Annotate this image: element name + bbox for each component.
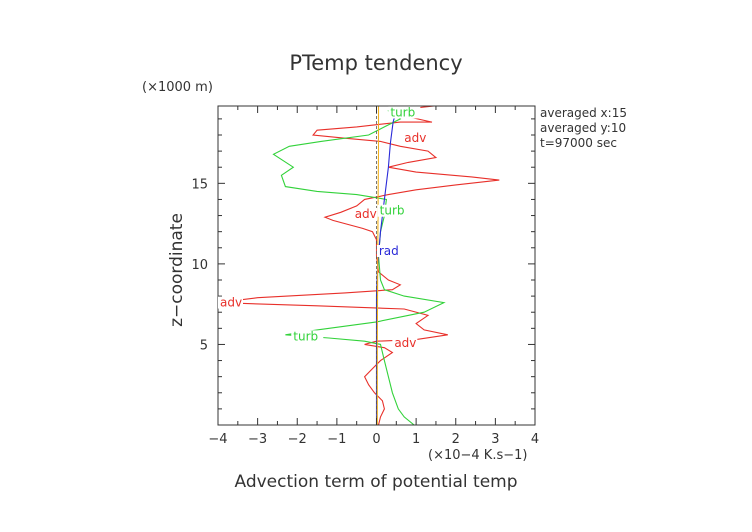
series-label-adv: adv: [404, 131, 426, 145]
info-averaged-y: averaged y:10: [540, 121, 626, 135]
series-label-background: [392, 336, 418, 349]
x-tick-label: 3: [491, 432, 499, 447]
x-axis-unit: (×10−4 K.s−1): [428, 448, 527, 463]
info-averaged-x: averaged x:15: [540, 106, 627, 120]
x-tick-label: 4: [531, 432, 539, 447]
y-tick-label: 10: [191, 258, 208, 273]
y-tick-label: 15: [191, 177, 208, 192]
series-label-background: [376, 245, 402, 257]
x-tick-label: −2: [288, 432, 307, 447]
x-tick-label: 0: [372, 432, 380, 447]
series-label-adv: adv: [220, 296, 242, 310]
series-line-other: [376, 106, 380, 425]
chart-title: PTemp tendency: [289, 51, 462, 75]
series-label-background: [291, 330, 324, 343]
series-label-turb: turb: [293, 329, 318, 343]
x-tick-label: 1: [412, 432, 420, 447]
x-tick-label: −4: [208, 432, 227, 447]
x-axis-label: Advection term of potential temp: [234, 472, 517, 492]
series-label-adv: adv: [355, 207, 377, 221]
series-label-background: [388, 106, 421, 119]
series-label-rad: rad: [379, 244, 399, 258]
series-label-adv: adv: [394, 336, 416, 350]
x-tick-label: −1: [327, 432, 346, 447]
series-label-background: [402, 132, 428, 145]
y-axis-label: z−coordinate: [167, 213, 187, 327]
series-line-turb: [272, 106, 446, 425]
series-line-adv: [218, 106, 500, 425]
y-axis-unit: (×1000 m): [142, 80, 213, 95]
info-time: t=97000 sec: [540, 136, 617, 150]
x-tick-label: −3: [248, 432, 267, 447]
x-tick-label: 2: [452, 432, 460, 447]
series-label-background: [377, 204, 410, 217]
series-label-background: [352, 207, 378, 220]
series-label-turb: turb: [390, 105, 415, 119]
series-label-turb: turb: [380, 204, 405, 218]
series-label-background: [218, 296, 243, 309]
y-tick-label: 5: [200, 338, 208, 353]
